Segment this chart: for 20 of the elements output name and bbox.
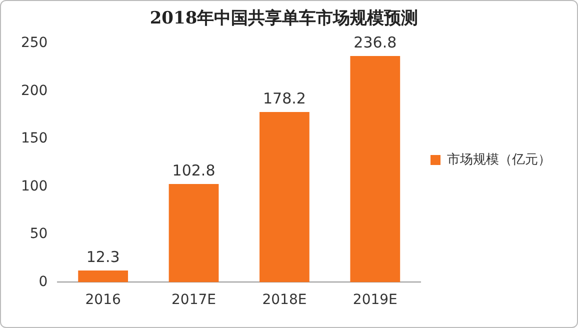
y-tick-label: 100 <box>20 178 48 194</box>
x-tick-label: 2016 <box>85 292 121 308</box>
data-label: 102.8 <box>172 161 216 180</box>
bar <box>350 56 400 282</box>
bar <box>168 184 219 282</box>
data-label: 236.8 <box>354 33 397 52</box>
y-tick-label: 250 <box>20 35 48 52</box>
y-tick-label: 50 <box>30 226 48 242</box>
chart-title: 2018年中国共享单车市场规模预测 <box>150 8 418 29</box>
x-tick-label: 2019E <box>352 292 398 308</box>
data-label: 12.3 <box>86 248 120 266</box>
bar <box>78 270 128 282</box>
data-label: 178.2 <box>262 89 306 108</box>
y-tick-label: 0 <box>38 274 48 290</box>
y-tick-label: 200 <box>20 82 48 99</box>
x-tick-label: 2017E <box>172 292 216 308</box>
x-tick-label: 2018E <box>262 292 307 308</box>
bar <box>260 112 310 282</box>
legend-label: 市场规模（亿元） <box>447 152 551 168</box>
y-tick-label: 150 <box>20 130 48 147</box>
